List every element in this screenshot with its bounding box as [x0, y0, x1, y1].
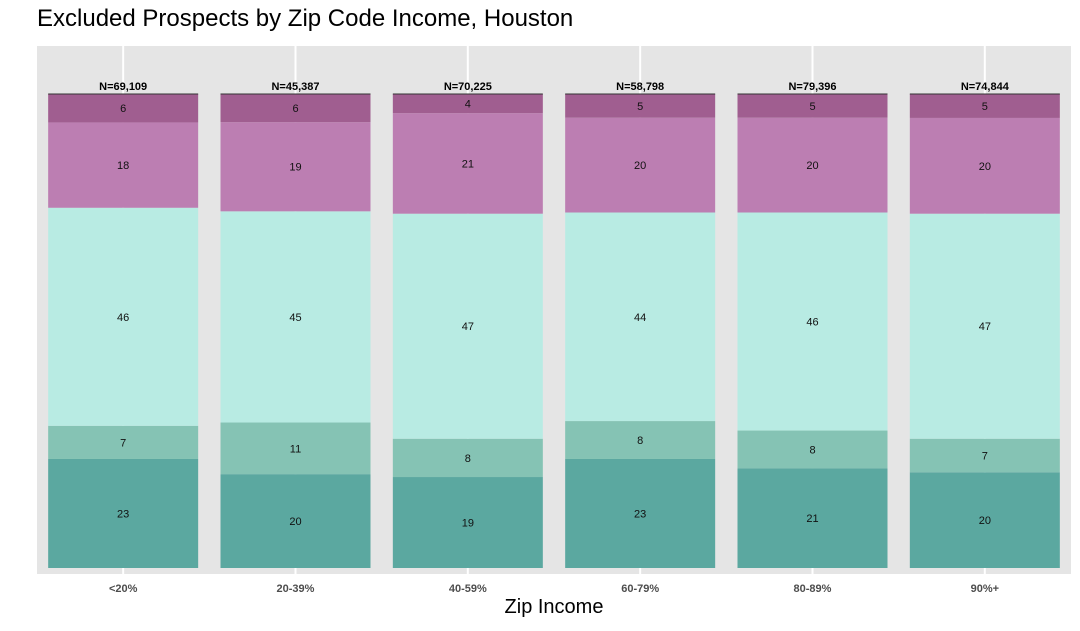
- data-label: 11: [290, 443, 301, 455]
- data-label: 20: [979, 161, 991, 173]
- bar-segment: [48, 425, 199, 459]
- data-label: 45: [289, 312, 301, 324]
- data-label: 20: [806, 160, 818, 172]
- bar-segment: [909, 438, 1060, 473]
- data-label: 8: [465, 453, 471, 465]
- bar-segment: [48, 94, 199, 123]
- bar-segment: [565, 421, 716, 459]
- data-label: 19: [289, 162, 301, 174]
- data-label: 21: [806, 513, 818, 525]
- bar-segment: [909, 213, 1060, 439]
- bar-segment: [220, 211, 371, 423]
- data-label: 20: [634, 160, 646, 172]
- bar-segment: [392, 94, 543, 114]
- data-label: 23: [634, 508, 646, 520]
- bar-segment: [565, 458, 716, 568]
- data-label: 6: [120, 103, 126, 115]
- x-tick-label: 60-79%: [621, 583, 659, 595]
- bar-segment: [392, 477, 543, 568]
- data-label: 18: [117, 160, 129, 172]
- data-label: 4: [465, 99, 471, 111]
- x-axis: <20% 20-39% 40-59% 60-79% 80-89% 90%+: [109, 583, 999, 595]
- bar-segment: [48, 458, 199, 568]
- bar-segment: [220, 474, 371, 568]
- bar-segment: [909, 117, 1060, 214]
- bar-segment: [737, 117, 888, 213]
- data-label: 7: [120, 437, 126, 449]
- bar-segment: [565, 94, 716, 118]
- x-tick-label: <20%: [109, 583, 138, 595]
- data-label: 44: [634, 312, 646, 324]
- bar-segment: [220, 422, 371, 475]
- data-label: 5: [809, 101, 815, 113]
- data-label: 20: [289, 516, 301, 528]
- data-label: 47: [462, 321, 474, 333]
- data-label: 7: [982, 450, 988, 462]
- x-tick-label: 80-89%: [794, 583, 832, 595]
- total-label: N=79,396: [788, 81, 836, 93]
- data-labels: 23746186N=69,109201145196N=45,3871984721…: [99, 81, 1010, 530]
- x-tick-label: 20-39%: [277, 583, 315, 595]
- data-label: 46: [117, 312, 129, 324]
- data-label: 8: [809, 445, 815, 457]
- bar-segment: [737, 212, 888, 431]
- bar-segment: [48, 207, 199, 426]
- bar-segment: [392, 438, 543, 478]
- bar-segment: [392, 213, 543, 439]
- bar-segment: [565, 117, 716, 213]
- bar-segment: [737, 468, 888, 568]
- x-axis-label: Zip Income: [504, 596, 604, 618]
- plot-panel: [37, 46, 1071, 574]
- data-label: 23: [117, 508, 129, 520]
- total-label: N=58,798: [616, 81, 664, 93]
- bar-segment: [737, 94, 888, 118]
- total-label: N=45,387: [271, 81, 319, 93]
- bars: [48, 93, 1060, 568]
- data-label: 46: [806, 317, 818, 329]
- total-label: N=69,109: [99, 81, 147, 93]
- bar-segment: [909, 472, 1060, 568]
- bar-segment: [48, 122, 199, 208]
- bar-segment: [909, 94, 1060, 118]
- data-label: 5: [637, 101, 643, 113]
- data-label: 19: [462, 518, 474, 530]
- data-label: 47: [979, 321, 991, 333]
- total-label: N=74,844: [961, 81, 1010, 93]
- x-tick-label: 40-59%: [449, 583, 487, 595]
- bar-segment: [565, 212, 716, 422]
- bar-segment: [220, 122, 371, 212]
- data-label: 6: [292, 103, 298, 115]
- data-label: 20: [979, 515, 991, 527]
- bar-segment: [392, 113, 543, 214]
- data-label: 8: [637, 435, 643, 447]
- data-label: 21: [462, 158, 474, 170]
- x-tick-label: 90%+: [971, 583, 999, 595]
- total-label: N=70,225: [444, 81, 492, 93]
- bar-segment: [220, 94, 371, 123]
- bar-segment: [737, 430, 888, 469]
- chart-title: Excluded Prospects by Zip Code Income, H…: [37, 5, 574, 32]
- data-label: 5: [982, 101, 988, 113]
